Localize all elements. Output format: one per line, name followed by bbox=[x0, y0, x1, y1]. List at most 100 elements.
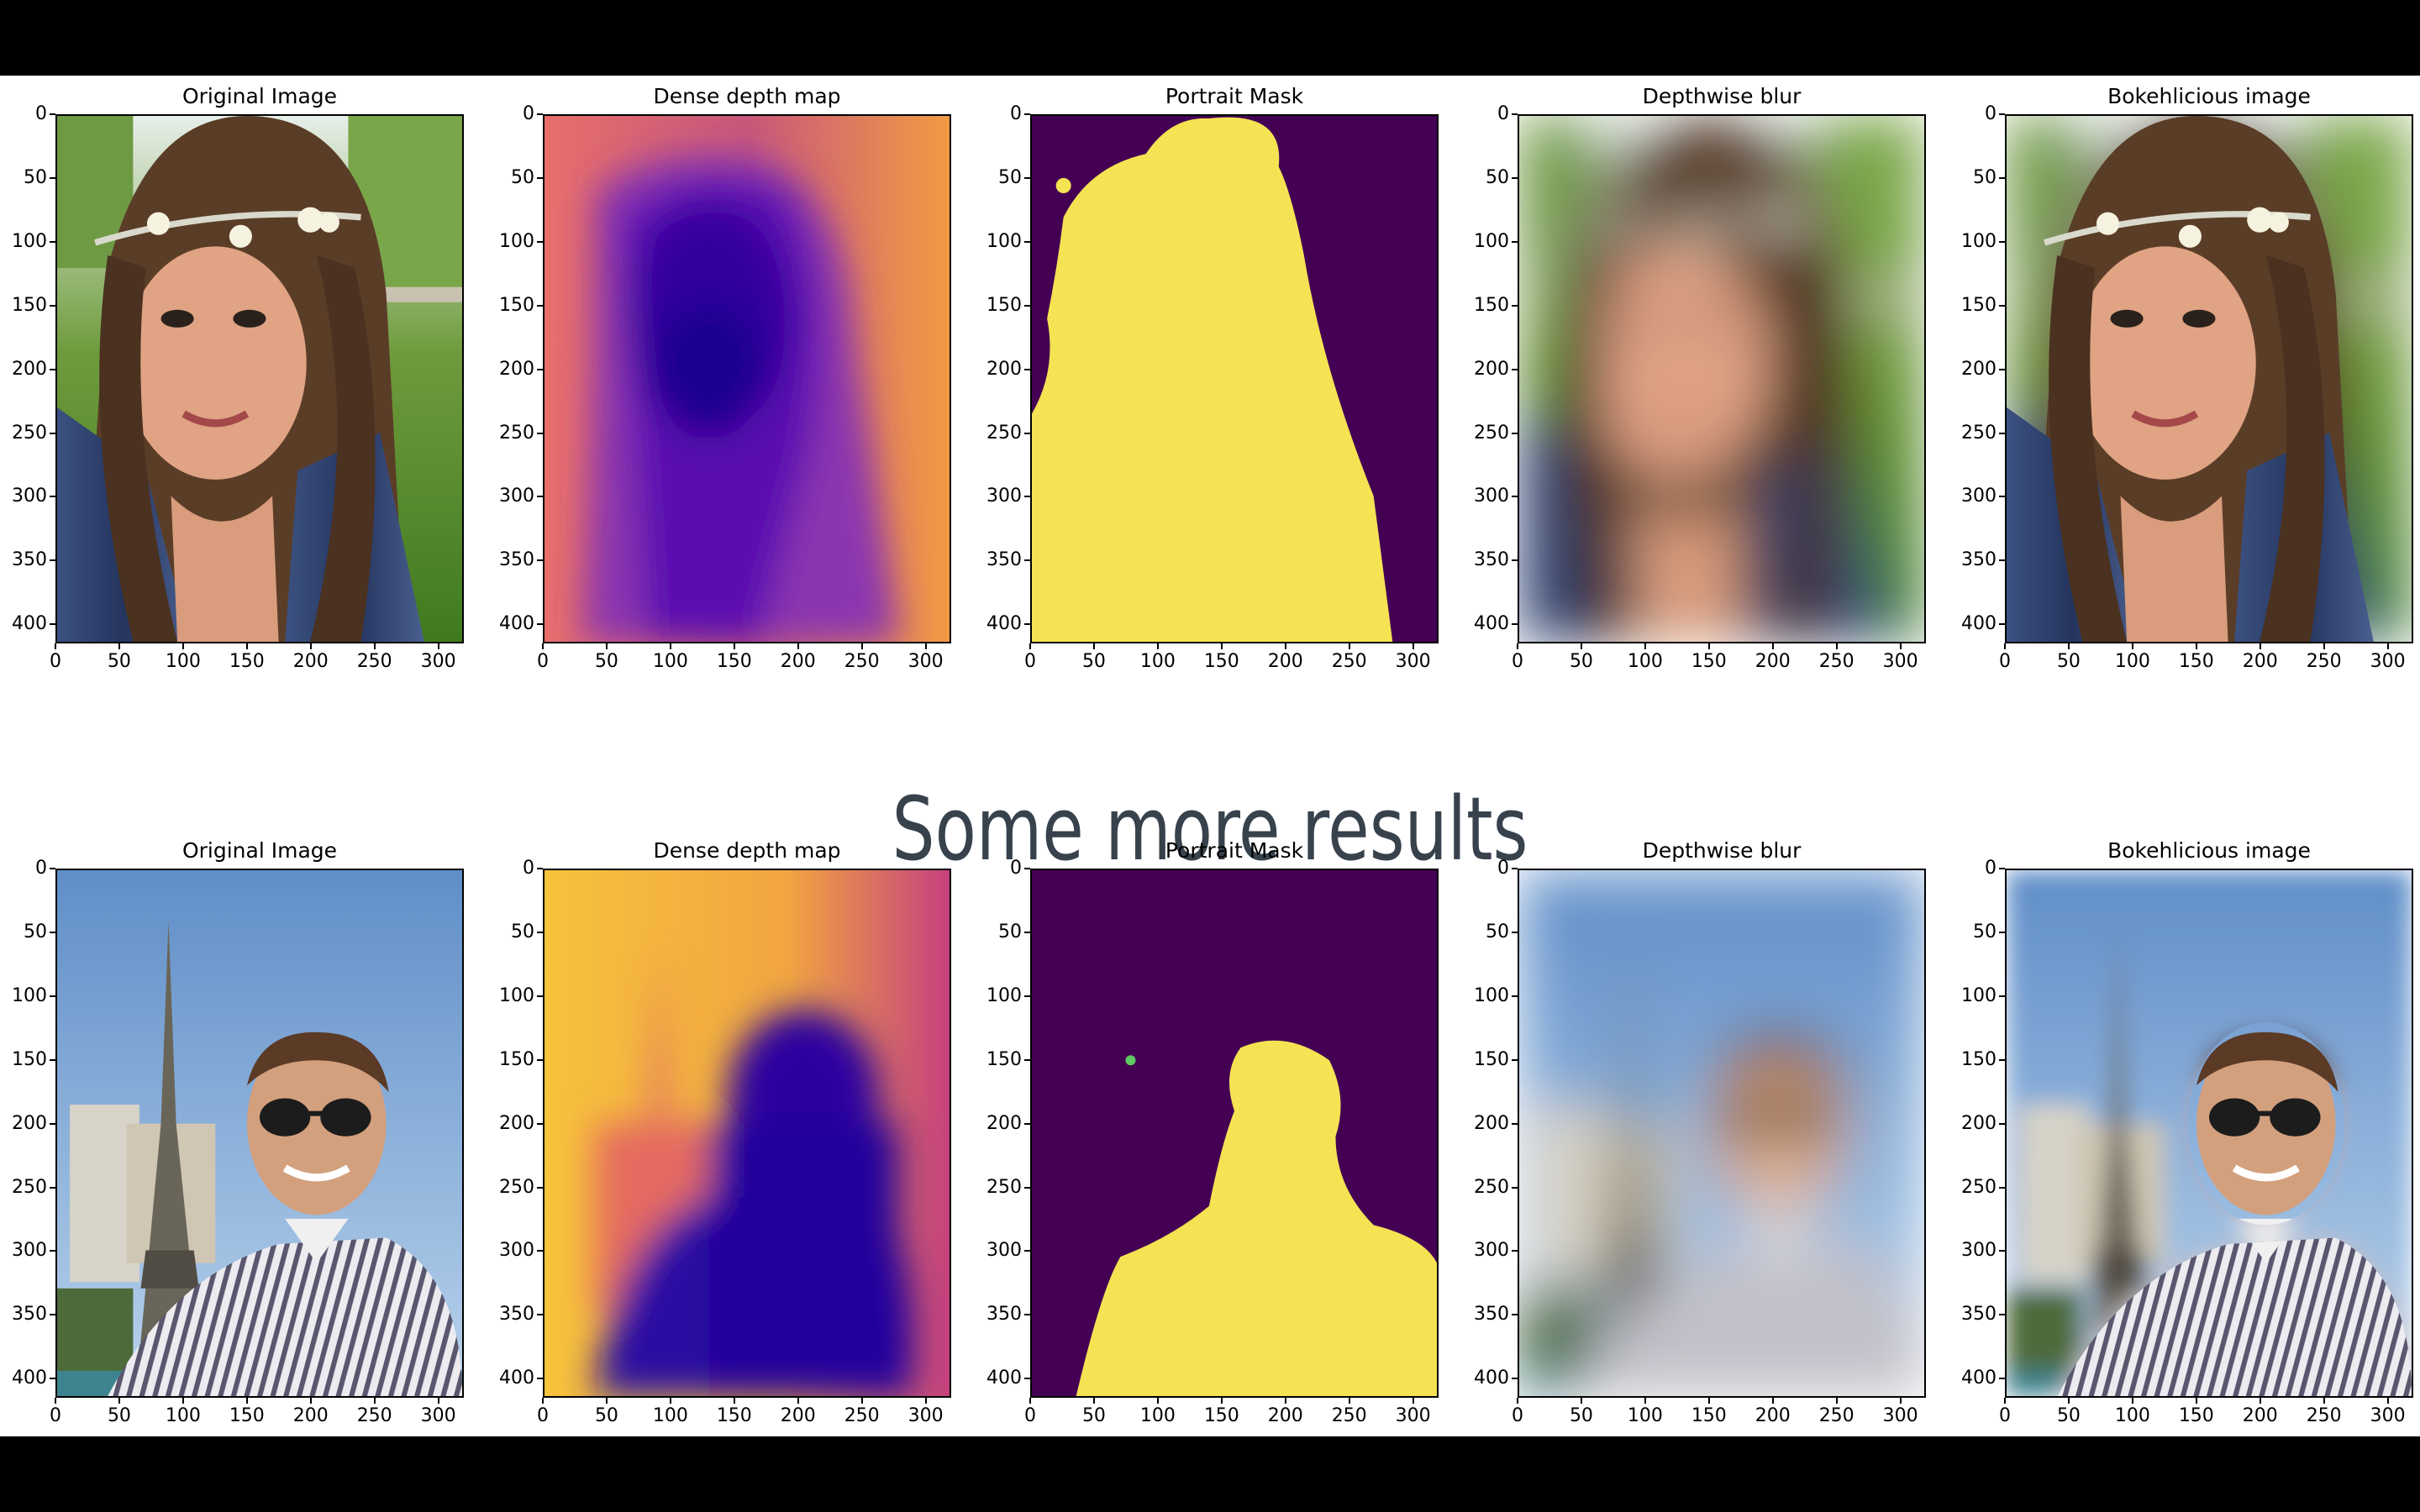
y-tick-mark bbox=[1512, 1122, 1518, 1125]
y-tick-mark bbox=[1024, 931, 1030, 933]
panel-title: Depthwise blur bbox=[1642, 838, 1802, 863]
y-tick-mark bbox=[1999, 995, 2005, 997]
y-tick-label: 200 bbox=[12, 358, 47, 380]
x-tick-mark bbox=[924, 1398, 927, 1404]
y-tick-mark bbox=[537, 304, 543, 307]
y-tick-mark bbox=[50, 496, 55, 498]
x-tick-label: 250 bbox=[844, 1405, 880, 1426]
y-tick-label: 0 bbox=[523, 858, 534, 879]
y-tick-mark bbox=[50, 868, 55, 869]
y-tick-label: 0 bbox=[1010, 103, 1022, 124]
x-tick-mark bbox=[605, 1398, 608, 1404]
y-tick-label: 200 bbox=[1474, 358, 1509, 380]
x-tick-mark bbox=[1284, 1398, 1286, 1404]
x-tick-mark bbox=[1899, 643, 1902, 649]
y-tick-label: 100 bbox=[1474, 230, 1509, 252]
x-tick-mark bbox=[1092, 643, 1095, 649]
y-tick-label: 100 bbox=[1474, 984, 1509, 1006]
y-tick-mark bbox=[1512, 304, 1518, 307]
y-tick-mark bbox=[50, 1058, 55, 1061]
y-tick-label: 150 bbox=[1474, 294, 1509, 316]
y-tick-mark bbox=[537, 623, 543, 626]
y-tick-label: 200 bbox=[499, 358, 534, 380]
y-tick-mark bbox=[1024, 1250, 1030, 1252]
y-tick-mark bbox=[1999, 1314, 2005, 1316]
y-tick-mark bbox=[1024, 1122, 1030, 1125]
y-tick-mark bbox=[537, 1250, 543, 1252]
x-tick-label: 300 bbox=[1882, 1405, 1918, 1426]
y-tick-label: 50 bbox=[1973, 921, 1996, 942]
y-tick-label: 350 bbox=[12, 549, 47, 571]
y-tick-label: 250 bbox=[499, 1176, 534, 1198]
y-tick-label: 400 bbox=[12, 613, 47, 635]
y-tick-mark bbox=[50, 1250, 55, 1252]
x-tick-mark bbox=[2131, 643, 2133, 649]
y-tick-mark bbox=[50, 1186, 55, 1189]
y-tick-mark bbox=[537, 368, 543, 370]
y-tick-mark bbox=[1512, 1250, 1518, 1252]
y-tick-mark bbox=[1024, 1314, 1030, 1316]
y-tick-mark bbox=[50, 240, 55, 243]
panel-title: Portrait Mask bbox=[1165, 84, 1304, 108]
x-tick-mark bbox=[2131, 1398, 2133, 1404]
y-tick-label: 200 bbox=[1474, 1112, 1509, 1134]
y-tick-label: 100 bbox=[986, 984, 1022, 1006]
x-tick-label: 0 bbox=[1512, 651, 1523, 672]
y-tick-mark bbox=[1512, 176, 1518, 179]
x-tick-mark bbox=[2386, 643, 2389, 649]
x-tick-mark bbox=[2386, 1398, 2389, 1404]
x-tick-mark bbox=[2323, 1398, 2325, 1404]
y-tick-mark bbox=[50, 368, 55, 370]
y-tick-label: 300 bbox=[499, 486, 534, 507]
x-tick-mark bbox=[797, 1398, 799, 1404]
y-tick-label: 400 bbox=[986, 613, 1022, 635]
y-tick-mark bbox=[50, 931, 55, 933]
x-tick-mark bbox=[1156, 643, 1159, 649]
y-tick-mark bbox=[537, 1122, 543, 1125]
x-tick-label: 100 bbox=[1139, 651, 1176, 672]
slide: Some more results Original Image 0 50 100 1… bbox=[0, 76, 2420, 1436]
x-tick-label: 250 bbox=[2306, 1405, 2342, 1426]
x-tick-label: 100 bbox=[165, 651, 201, 672]
y-tick-label: 50 bbox=[511, 921, 534, 942]
x-tick-label: 100 bbox=[652, 651, 688, 672]
x-tick-mark bbox=[2259, 1398, 2261, 1404]
x-tick-mark bbox=[924, 643, 927, 649]
x-tick-label: 150 bbox=[1691, 651, 1727, 672]
x-tick-label: 100 bbox=[165, 1405, 201, 1426]
y-tick-label: 350 bbox=[986, 1304, 1022, 1326]
x-tick-label: 300 bbox=[1395, 651, 1431, 672]
x-tick-mark bbox=[1707, 643, 1710, 649]
y-tick-mark bbox=[1512, 1378, 1518, 1380]
y-tick-mark bbox=[537, 1186, 543, 1189]
y-tick-mark bbox=[537, 995, 543, 997]
y-tick-mark bbox=[1999, 931, 2005, 933]
x-tick-label: 50 bbox=[594, 651, 618, 672]
x-tick-mark bbox=[245, 643, 248, 649]
y-tick-mark bbox=[1512, 559, 1518, 562]
x-tick-label: 100 bbox=[2114, 651, 2150, 672]
panel-image bbox=[543, 869, 951, 1398]
x-tick-label: 300 bbox=[2370, 651, 2406, 672]
x-tick-label: 250 bbox=[356, 651, 392, 672]
x-tick-label: 150 bbox=[716, 1405, 752, 1426]
y-tick-mark bbox=[1024, 1378, 1030, 1380]
y-tick-mark bbox=[537, 1058, 543, 1061]
y-tick-label: 400 bbox=[499, 613, 534, 635]
y-tick-mark bbox=[50, 304, 55, 307]
x-tick-label: 200 bbox=[780, 1405, 816, 1426]
x-tick-mark bbox=[1092, 1398, 1095, 1404]
y-tick-mark bbox=[1024, 432, 1030, 434]
x-tick-label: 100 bbox=[1627, 1405, 1663, 1426]
y-tick-mark bbox=[1024, 113, 1030, 115]
x-tick-mark bbox=[2067, 1398, 2070, 1404]
x-tick-mark bbox=[1029, 643, 1031, 649]
y-tick-label: 250 bbox=[12, 1176, 47, 1198]
y-tick-mark bbox=[1999, 240, 2005, 243]
y-tick-label: 250 bbox=[986, 422, 1022, 444]
x-tick-label: 50 bbox=[1081, 1405, 1106, 1426]
y-tick-mark bbox=[1512, 1186, 1518, 1189]
y-tick-label: 250 bbox=[1961, 1176, 1996, 1198]
y-tick-mark bbox=[1024, 868, 1030, 869]
x-tick-mark bbox=[2004, 1398, 2006, 1404]
